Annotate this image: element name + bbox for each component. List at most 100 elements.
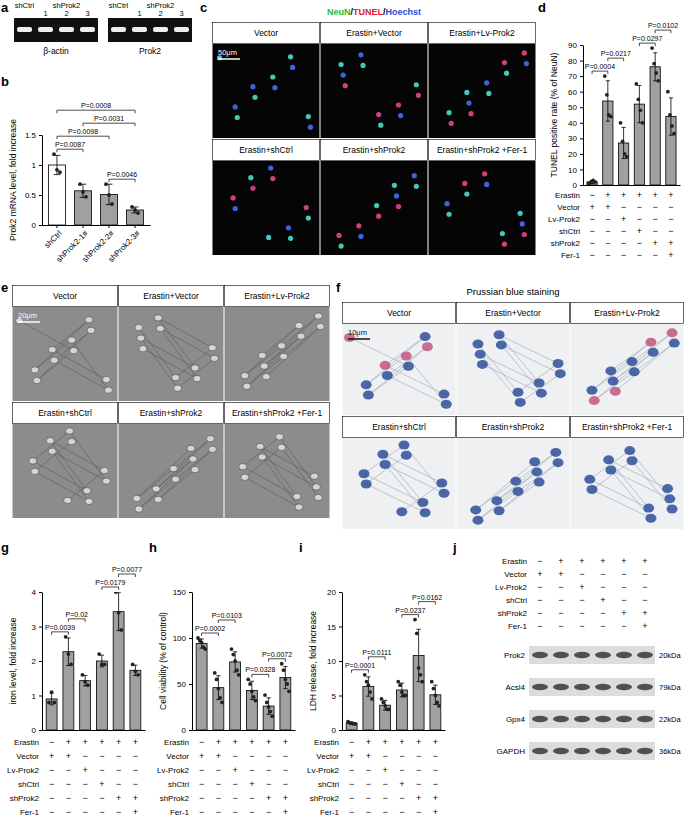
cell-nucleus [482, 171, 487, 176]
cell-nucleus [502, 242, 507, 247]
data-point [625, 155, 629, 159]
blot-band [616, 684, 632, 691]
cell-body [605, 466, 616, 475]
treatment-name: shCtrl [18, 780, 39, 789]
data-point [621, 140, 625, 144]
cell-body [627, 357, 638, 366]
bracket [57, 136, 109, 139]
y-axis-line [42, 136, 43, 226]
neurite [68, 471, 105, 501]
condition-label: Erastin+Vector [485, 308, 541, 318]
cell-nucleus [286, 225, 291, 230]
label-box [429, 23, 536, 44]
p-value: P=0.0002 [195, 625, 225, 632]
treatment-name: Vector [504, 570, 527, 579]
cell-body [50, 357, 58, 363]
stain-name: NeuN [327, 7, 351, 17]
cell-body [48, 448, 56, 454]
y-axis-title: iron level, fold increase [8, 617, 18, 704]
y-tick-label: 10 [327, 657, 336, 666]
treatment-sign: + [232, 765, 237, 775]
data-point [666, 90, 670, 94]
treatment-sign: − [249, 793, 254, 803]
error-cap [250, 699, 254, 700]
cell-nucleus [338, 243, 343, 248]
bracket [419, 602, 436, 605]
bar [603, 101, 613, 185]
bar [196, 644, 207, 730]
treatment-sign: − [116, 779, 121, 789]
neurite [174, 439, 211, 469]
cell-nucleus [376, 112, 381, 117]
cell-nucleus [392, 183, 397, 188]
y-tick-mark [580, 45, 583, 46]
cell-body [531, 467, 542, 476]
figure-canvas: abcdefghijshCtrlshProk2123β-actinshCtrls… [0, 0, 685, 840]
cell-nucleus [338, 62, 343, 67]
label-box [457, 417, 570, 438]
cell-body [361, 380, 372, 389]
cell-body [510, 477, 521, 486]
condition-label: Erastin+shProk2 [482, 422, 545, 432]
neurite [516, 452, 556, 481]
error-cap [416, 681, 420, 682]
treatment-sign: + [216, 737, 221, 747]
y-tick-label: 5 [332, 692, 337, 701]
x-tick-mark [135, 225, 136, 228]
treatment-name: Lv-Prok2 [495, 583, 528, 592]
lane-header: shCtrl [109, 1, 129, 10]
y-axis: 00.511.5 [25, 131, 43, 230]
cell-nucleus [504, 71, 509, 76]
p-value: P=0.0087 [55, 141, 85, 148]
treatment-sign: + [653, 190, 658, 200]
neurite [590, 451, 630, 480]
treatment-sign: − [621, 238, 626, 248]
treatment-sign: + [266, 793, 271, 803]
cell-body [172, 374, 180, 380]
cell-nucleus [518, 211, 523, 216]
treatment-sign: + [283, 737, 288, 747]
cell-body [589, 396, 600, 405]
treatment-sign: − [600, 569, 605, 579]
lane-number: 3 [179, 9, 183, 18]
bracket [83, 123, 135, 126]
data-point [86, 683, 90, 687]
p-value: P=0.0046 [107, 171, 137, 178]
label-box [119, 286, 224, 307]
treatment-sign: − [232, 751, 237, 761]
cell-nucleus [376, 214, 381, 219]
y-tick-label: 1 [32, 692, 37, 701]
y-tick-mark [39, 592, 42, 593]
treatment-sign: + [621, 556, 626, 566]
treatment-sign: + [133, 793, 138, 803]
y-tick-label: 2 [32, 657, 37, 666]
y-tick-label: 0 [32, 726, 37, 735]
treatment-name: shCtrl [559, 227, 580, 236]
treatment-sign: − [621, 595, 626, 605]
x-axis-line [584, 185, 681, 186]
cell-body [491, 496, 502, 505]
bracket [52, 632, 69, 635]
neurite [611, 342, 651, 371]
cell-body [477, 360, 488, 369]
cell-nucleus [268, 165, 273, 170]
treatment-name: Lv-Prok2 [307, 766, 340, 775]
scale-bar [348, 338, 370, 340]
cell-nucleus [252, 95, 257, 100]
label-box [13, 403, 118, 424]
condition-label: Erastin+Lv-Prok2 [449, 28, 515, 38]
cell-nucleus [484, 80, 489, 85]
scale-bar-label: 50μm [218, 48, 237, 57]
p-value: P=0.0072 [262, 651, 292, 658]
treatment-sign: − [416, 751, 421, 761]
micrograph [321, 161, 428, 255]
treatment-sign: + [433, 737, 438, 747]
treatment-name: Lv-Prok2 [7, 766, 40, 775]
treatment-name: Vector [16, 752, 39, 761]
y-tick-label: 60 [568, 88, 577, 97]
cell-body [29, 458, 37, 464]
y-tick: 70 [568, 72, 583, 81]
treatment-sign: − [199, 793, 204, 803]
figure: abcdefghijshCtrlshProk2123β-actinshCtrls… [0, 0, 685, 840]
treatment-sign: − [653, 214, 658, 224]
